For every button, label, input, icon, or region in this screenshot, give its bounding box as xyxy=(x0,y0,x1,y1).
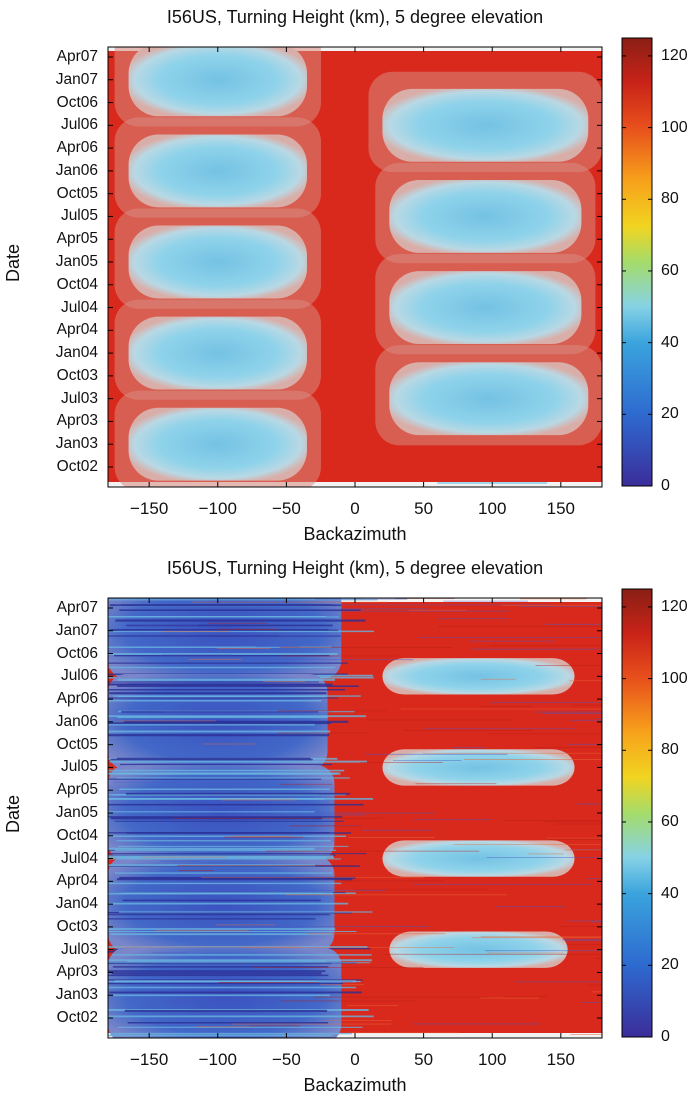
heatmap-svg xyxy=(107,37,653,488)
y-tick-label: Apr04 xyxy=(56,872,98,890)
y-tick-label: Apr03 xyxy=(56,412,98,430)
y-tick-label: Oct05 xyxy=(56,184,98,202)
y-tick-label: Jan03 xyxy=(55,986,98,1004)
y-tick-label: Oct05 xyxy=(56,735,98,753)
x-tick-label: 0 xyxy=(350,499,360,518)
x-axis-label: Backazimuth xyxy=(303,524,407,544)
y-tick-label: Oct06 xyxy=(56,644,98,662)
y-tick-label: Jan04 xyxy=(55,895,98,913)
y-tick-label: Apr06 xyxy=(56,690,98,708)
y-tick-label: Apr07 xyxy=(56,48,98,65)
y-tick-label: Oct06 xyxy=(56,93,98,111)
y-tick-label: Jul04 xyxy=(60,849,98,867)
colorbar-tick-label: 60 xyxy=(661,812,679,830)
y-tick-label: Jan03 xyxy=(55,435,98,453)
x-tick-label: −100 xyxy=(198,1050,237,1069)
y-tick-label: Apr07 xyxy=(56,599,98,616)
y-tick-label: Jan07 xyxy=(55,70,98,88)
region-low-0 xyxy=(128,47,307,117)
y-tick-label: Jan05 xyxy=(55,804,98,821)
y-tick-label: Jul06 xyxy=(60,667,98,685)
x-tick-label: 150 xyxy=(546,1050,576,1069)
x-tick-label: −150 xyxy=(130,1050,169,1069)
region-low-1 xyxy=(382,88,589,162)
y-tick-label: Oct03 xyxy=(56,917,98,935)
x-tick-label: 100 xyxy=(478,499,507,518)
colorbar-tick-label: 40 xyxy=(661,884,679,902)
y-tick-label: Oct04 xyxy=(56,826,98,844)
x-tick-label: −50 xyxy=(271,499,301,518)
chart-panel-bottom: I56US, Turning Height (km), 5 degree ele… xyxy=(0,551,690,1102)
y-tick-label: Jul05 xyxy=(60,207,98,225)
heatmap-svg xyxy=(107,588,653,1039)
colorbar xyxy=(621,37,653,487)
colorbar-tick-label: 100 xyxy=(661,118,688,136)
x-tick-label: −150 xyxy=(130,499,169,518)
region-low-0 xyxy=(108,598,342,679)
region-low-5 xyxy=(389,271,582,344)
y-tick-label: Jan04 xyxy=(55,344,98,362)
x-axis-label: Backazimuth xyxy=(303,1075,407,1095)
region-low-8 xyxy=(128,407,307,481)
region-low-1 xyxy=(382,658,575,695)
colorbar-tick-label: 0 xyxy=(661,1028,670,1045)
colorbar-tick-label: 120 xyxy=(661,597,688,615)
y-tick-label: Jul03 xyxy=(60,940,98,958)
y-tick-label: Jul05 xyxy=(60,758,98,776)
y-tick-label: Apr06 xyxy=(56,139,98,157)
y-tick-label: Jul04 xyxy=(60,298,98,316)
y-tick-label: Jul03 xyxy=(60,389,98,407)
colorbar-tick-label: 40 xyxy=(661,333,679,351)
x-tick-label: 0 xyxy=(350,1050,360,1069)
colorbar-tick-label: 80 xyxy=(661,741,679,759)
y-tick-label: Jan07 xyxy=(55,621,98,639)
region-low-6 xyxy=(128,316,307,390)
y-tick-label: Jan06 xyxy=(55,161,98,179)
y-tick-label: Oct02 xyxy=(56,458,98,475)
x-tick-label: 150 xyxy=(546,499,576,518)
y-tick-label: Apr05 xyxy=(56,230,98,248)
colorbar-tick-label: 120 xyxy=(661,46,688,64)
region-low-3 xyxy=(389,180,582,253)
chart-panel-top: I56US, Turning Height (km), 5 degree ele… xyxy=(3,7,688,544)
y-tick-label: Apr05 xyxy=(56,781,98,799)
x-tick-label: −100 xyxy=(198,499,237,518)
colorbar-tick-label: 20 xyxy=(661,405,679,423)
colorbar-tick-label: 80 xyxy=(661,190,679,208)
y-tick-label: Jan06 xyxy=(55,712,98,730)
x-tick-label: −50 xyxy=(271,1050,301,1069)
region-low-3 xyxy=(382,749,575,786)
region-low-5 xyxy=(382,840,575,877)
chart-title: I56US, Turning Height (km), 5 degree ele… xyxy=(166,7,544,27)
y-tick-label: Jul06 xyxy=(60,116,98,134)
colorbar-tick-label: 60 xyxy=(661,261,679,279)
y-tick-label: Apr04 xyxy=(56,321,98,339)
region-low-7 xyxy=(389,931,568,968)
region-low-2 xyxy=(128,134,307,208)
colorbar xyxy=(621,588,653,1038)
y-tick-label: Oct03 xyxy=(56,366,98,384)
colorbar-tick-label: 0 xyxy=(661,477,670,494)
y-tick-label: Apr03 xyxy=(56,963,98,981)
colorbar-tick-label: 100 xyxy=(661,669,688,687)
y-tick-label: Oct02 xyxy=(56,1009,98,1026)
y-tick-label: Oct04 xyxy=(56,275,98,293)
chart-title: I56US, Turning Height (km), 5 degree ele… xyxy=(166,558,544,578)
x-tick-label: 50 xyxy=(414,499,434,518)
region-low-4 xyxy=(128,225,307,299)
x-tick-label: 100 xyxy=(478,1050,507,1069)
colorbar-tick-label: 20 xyxy=(661,956,679,974)
region-low-7 xyxy=(389,362,589,436)
x-tick-label: 50 xyxy=(414,1050,434,1069)
y-tick-label: Jan05 xyxy=(55,253,98,270)
